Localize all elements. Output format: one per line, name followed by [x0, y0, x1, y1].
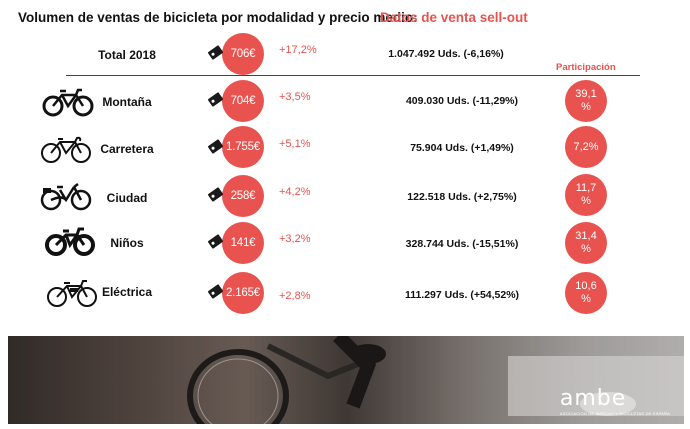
units-electrica: 111.297 Uds. (+54,52%) — [404, 289, 520, 301]
price-change-ninos: +3,2% — [279, 233, 311, 245]
total-label: Total 2018 — [98, 48, 156, 62]
price-tag-icon — [207, 139, 224, 154]
price-badge-montana: 704€ — [222, 80, 264, 122]
total-units: 1.047.492 Uds. (-6,16%) — [388, 48, 504, 60]
category-label-montana: Montaña — [102, 95, 152, 109]
share-badge-carretera: 7,2% — [565, 126, 607, 168]
price-tag-icon — [207, 284, 224, 299]
price-change-carretera: +5,1% — [279, 138, 311, 150]
category-label-ninos: Niños — [110, 236, 144, 250]
price-badge-ninos: 141€ — [222, 222, 264, 264]
price-tag-icon — [207, 45, 224, 60]
price-tag-icon — [207, 187, 224, 202]
share-badge-ciudad: 11,7 % — [565, 174, 607, 216]
units-ciudad: 122.518 Uds. (+2,75%) — [407, 191, 517, 203]
units-ninos: 328.744 Uds. (-15,51%) — [405, 238, 519, 250]
price-change-electrica: +2,8% — [279, 290, 311, 302]
price-tag-icon — [207, 234, 224, 249]
total-price-change: +17,2% — [279, 44, 317, 56]
divider — [66, 75, 640, 76]
page-title: Volumen de ventas de bicicleta por modal… — [18, 10, 418, 25]
participation-header: Participación — [556, 62, 616, 73]
share-badge-montana: 39,1 % — [565, 80, 607, 122]
ambe-logo: ambe ASOCIACIÓN DE MARCAS Y BICICLETAS D… — [560, 386, 670, 416]
price-badge-electrica: 2.165€ — [222, 272, 264, 314]
road-bike-icon — [41, 136, 91, 163]
electric-bike-icon — [47, 280, 97, 307]
mountain-bike-icon — [42, 88, 94, 117]
price-badge-ciudad: 258€ — [222, 175, 264, 217]
category-label-ciudad: Ciudad — [106, 191, 148, 205]
share-badge-electrica: 10,6 % — [565, 272, 607, 314]
logo-wordmark: ambe — [559, 386, 627, 411]
logo-tagline: ASOCIACIÓN DE MARCAS Y BICICLETAS DE ESP… — [559, 411, 670, 416]
page-subtitle: Datos de venta sell-out — [380, 10, 528, 25]
price-change-montana: +3,5% — [279, 91, 311, 103]
category-label-carretera: Carretera — [100, 142, 154, 156]
city-bike-icon — [40, 183, 92, 211]
units-montana: 409.030 Uds. (-11,29%) — [405, 95, 519, 107]
total-price-badge: 706€ — [222, 33, 264, 75]
kids-bike-icon — [45, 227, 95, 256]
price-change-ciudad: +4,2% — [279, 186, 311, 198]
category-label-electrica: Eléctrica — [101, 285, 153, 299]
share-badge-ninos: 31,4 % — [565, 222, 607, 264]
price-tag-icon — [207, 92, 224, 107]
cyclist-illustration — [8, 336, 684, 424]
units-carretera: 75.904 Uds. (+1,49%) — [410, 142, 514, 154]
price-badge-carretera: 1.755€ — [222, 126, 264, 168]
cyclist-photo-banner: ambe ASOCIACIÓN DE MARCAS Y BICICLETAS D… — [8, 336, 684, 424]
